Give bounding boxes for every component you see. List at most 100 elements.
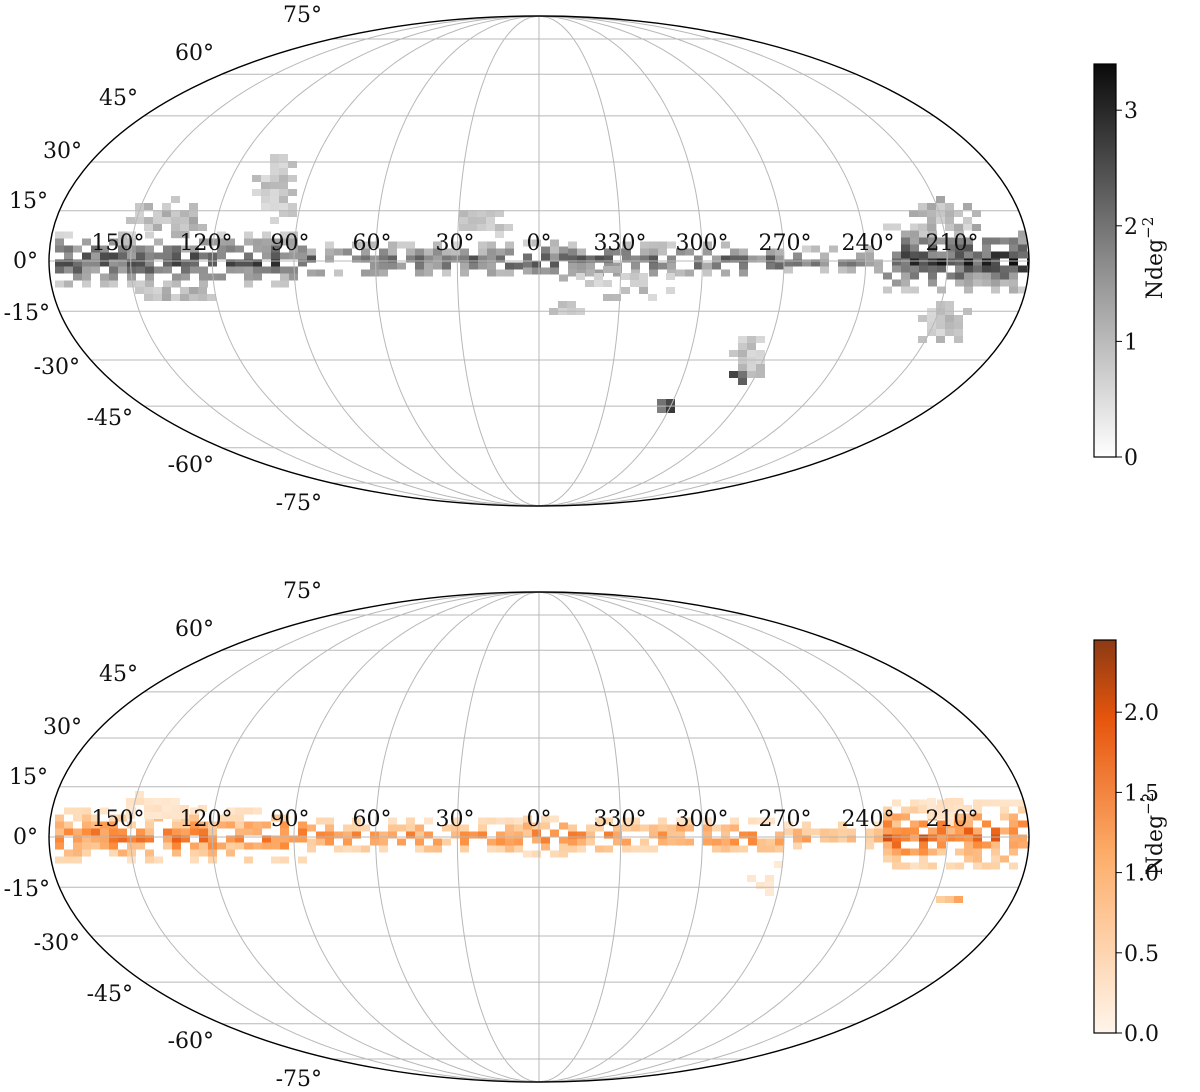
bottom-density-cell xyxy=(865,842,874,850)
top-density-cell xyxy=(927,210,936,217)
bottom-density-cell xyxy=(73,849,82,857)
bottom-density-cell xyxy=(757,845,766,853)
top-density-cell xyxy=(954,224,963,231)
bottom-density-cell xyxy=(82,828,91,836)
top-density-cell xyxy=(280,280,289,288)
bottom-density-cell xyxy=(892,813,901,821)
top-density-cell xyxy=(910,272,919,280)
top-lat-label: -75° xyxy=(276,491,322,516)
top-density-cell xyxy=(127,280,136,288)
bottom-density-cell xyxy=(892,855,901,863)
bottom-colorbar-label-exponent: −2 xyxy=(1139,793,1157,815)
bottom-density-cell xyxy=(172,849,181,857)
top-density-cell xyxy=(459,217,468,224)
bottom-density-cell xyxy=(514,831,523,839)
bottom-density-cell xyxy=(496,831,505,839)
bottom-density-cell xyxy=(352,831,361,839)
top-density-cell xyxy=(486,224,495,231)
bottom-density-cell xyxy=(964,827,973,835)
bottom-density-cell xyxy=(1018,834,1027,842)
top-density-cell xyxy=(928,258,937,266)
top-density-cell xyxy=(109,280,118,288)
top-density-cell xyxy=(514,262,523,270)
top-density-cell xyxy=(577,262,586,270)
top-density-cell xyxy=(721,241,730,249)
bottom-density-cell xyxy=(153,798,162,805)
bottom-density-cell xyxy=(1009,799,1018,807)
top-density-cell xyxy=(955,279,964,287)
top-density-cell xyxy=(388,255,397,263)
top-density-cell xyxy=(189,203,198,210)
top-density-cell xyxy=(936,315,945,322)
top-density-cell xyxy=(1000,265,1009,273)
bottom-colorbar-tick-label: 0.0 xyxy=(1124,1022,1159,1047)
bottom-density-cell xyxy=(568,831,577,839)
top-density-cell xyxy=(657,406,666,413)
top-density-cell xyxy=(955,244,964,252)
top-density-cell xyxy=(145,259,154,267)
bottom-density-cell xyxy=(280,814,289,822)
top-colorbar-gradient xyxy=(1094,64,1116,457)
bottom-density-cell xyxy=(505,817,514,825)
top-density-cell xyxy=(955,272,964,280)
bottom-density-cell xyxy=(766,845,775,853)
top-density-cell xyxy=(945,315,954,322)
bottom-density-cell xyxy=(595,845,604,853)
top-density-cell xyxy=(973,272,982,280)
bottom-density-cell xyxy=(406,831,415,839)
bottom-density-cell xyxy=(712,845,721,853)
top-density-cell xyxy=(55,231,64,239)
top-density-cell xyxy=(406,255,415,263)
top-density-cell xyxy=(145,252,154,260)
top-density-cell xyxy=(1000,251,1009,259)
bottom-density-cell xyxy=(118,849,127,857)
top-density-cell xyxy=(919,265,928,273)
top-density-cell xyxy=(73,273,82,281)
top-density-cell xyxy=(153,217,162,224)
top-density-cell xyxy=(280,231,289,239)
top-density-cell xyxy=(55,238,64,246)
bottom-density-cell xyxy=(793,828,802,836)
top-lon-label: 90° xyxy=(271,231,310,256)
top-density-cell xyxy=(280,273,289,281)
top-density-cell xyxy=(207,294,216,301)
top-density-cell xyxy=(721,255,730,263)
bottom-density-cell xyxy=(514,824,523,832)
top-density-cell xyxy=(901,258,910,266)
bottom-density-cell xyxy=(973,806,982,814)
top-density-cell xyxy=(162,210,171,217)
top-density-cell xyxy=(172,245,181,253)
bottom-density-cell xyxy=(1009,827,1018,835)
top-density-cell xyxy=(892,279,901,287)
top-density-cell xyxy=(198,224,207,231)
top-density-cell xyxy=(343,248,352,256)
top-density-cell xyxy=(910,223,919,231)
top-density-cell xyxy=(189,287,198,294)
bottom-density-cell xyxy=(622,838,631,846)
top-density-cell xyxy=(316,269,325,277)
bottom-density-cell xyxy=(874,828,883,836)
bottom-density-cell xyxy=(226,842,235,850)
bottom-density-cell xyxy=(1027,806,1029,814)
bottom-density-cell xyxy=(307,845,316,853)
top-density-cell xyxy=(460,248,469,256)
top-density-cell xyxy=(928,237,937,245)
top-density-cell xyxy=(126,217,135,224)
top-density-cell xyxy=(460,262,469,270)
top-density-cell xyxy=(262,238,271,246)
top-lat-label: 60° xyxy=(175,41,214,66)
top-density-cell xyxy=(487,241,496,249)
top-density-cell xyxy=(361,241,370,249)
top-density-cell xyxy=(424,262,433,270)
top-lon-label: 150° xyxy=(92,231,145,256)
top-density-cell xyxy=(100,245,109,253)
bottom-density-cell xyxy=(784,821,793,829)
bottom-density-cell xyxy=(1000,827,1009,835)
top-density-cell xyxy=(82,252,91,260)
top-density-cell xyxy=(109,259,118,267)
bottom-density-cell xyxy=(271,856,280,864)
top-density-cell xyxy=(64,280,73,288)
top-colorbar-label-exponent: −2 xyxy=(1139,217,1157,239)
bottom-density-cell xyxy=(541,815,550,823)
top-density-cell xyxy=(630,280,639,287)
